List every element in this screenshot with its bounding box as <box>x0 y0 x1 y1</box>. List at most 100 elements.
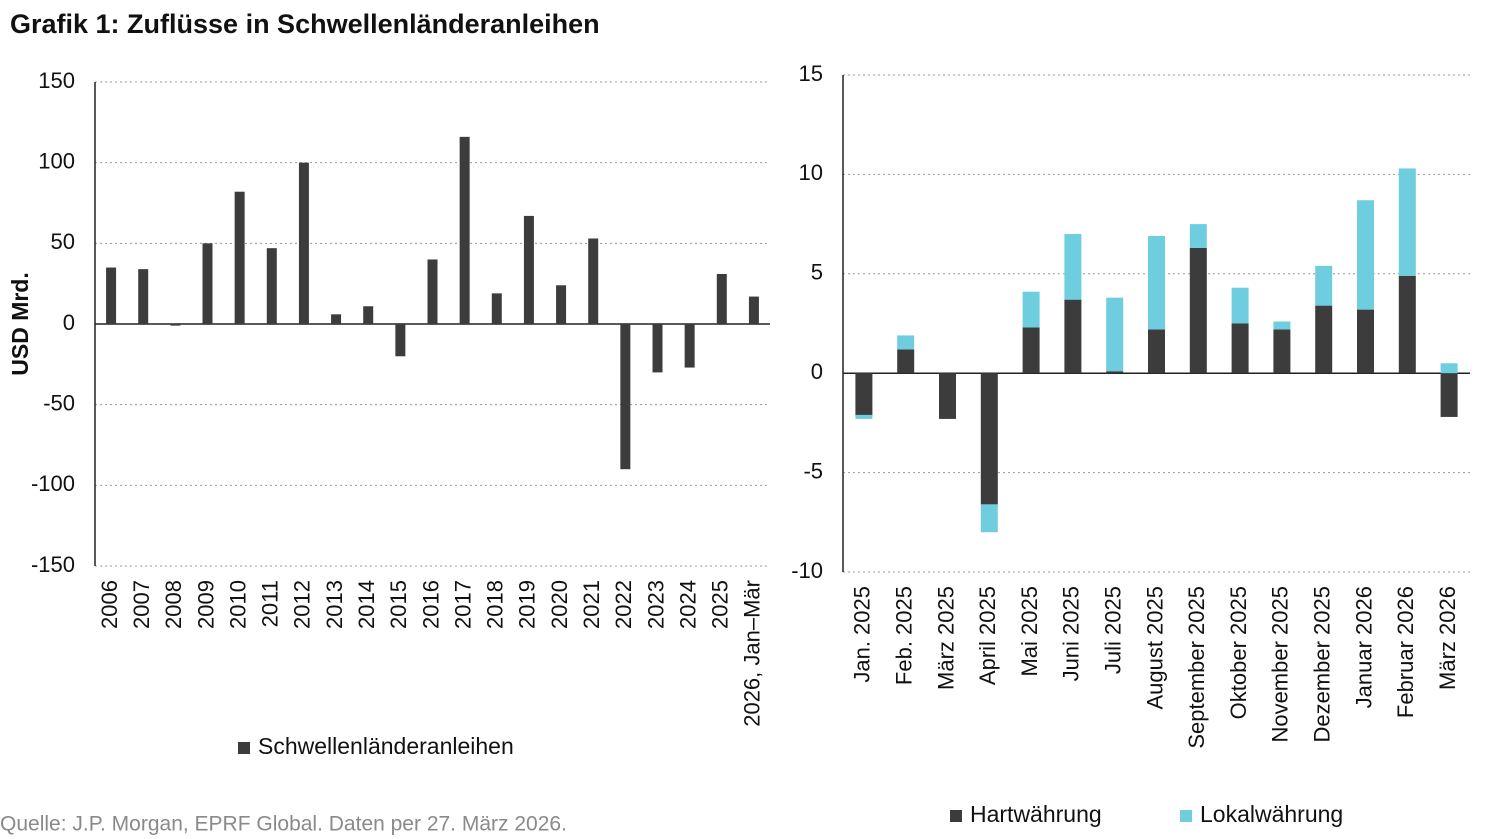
x-tick-label: 2021 <box>579 580 604 629</box>
bar <box>556 285 567 324</box>
x-tick-label: Juni 2025 <box>1059 586 1084 681</box>
x-tick-label: 2011 <box>258 580 283 627</box>
y-tick-label: 100 <box>38 148 75 173</box>
legend-label: Hartwährung <box>970 801 1102 827</box>
x-tick-label: 2022 <box>611 580 636 629</box>
bar-segment <box>1148 329 1165 374</box>
bar-segment <box>855 414 873 419</box>
bar-segment <box>1398 168 1416 276</box>
bar <box>459 136 470 324</box>
bar-segment <box>1064 234 1082 300</box>
bar-segment <box>855 373 873 415</box>
bar-segment <box>1189 224 1207 248</box>
bar <box>684 324 695 368</box>
bar <box>491 293 502 324</box>
bar-segment <box>1440 373 1458 417</box>
bar-segment <box>1231 287 1249 324</box>
x-tick-label: Februar 2026 <box>1393 586 1418 718</box>
bar <box>395 324 406 357</box>
x-tick-label: Mai 2025 <box>1017 586 1042 677</box>
y-tick-label: -50 <box>43 390 75 415</box>
y-tick-label: -5 <box>803 458 823 483</box>
x-tick-label: 2006 <box>97 580 122 629</box>
bar <box>716 273 727 324</box>
bar <box>331 314 342 324</box>
bar <box>234 191 245 324</box>
y-tick-label: 5 <box>811 260 823 285</box>
legend-swatch <box>950 810 962 822</box>
source: Quelle: J.P. Morgan, EPRF Global. Daten … <box>0 813 567 836</box>
x-tick-label: 2018 <box>483 580 508 629</box>
x-tick-label: 2016 <box>418 580 443 629</box>
y-tick-label: -100 <box>31 471 75 496</box>
x-tick-label: März 2025 <box>933 586 958 690</box>
x-tick-label: 2017 <box>450 580 475 629</box>
bar-segment <box>1106 371 1124 374</box>
x-tick-label: 2019 <box>515 580 540 629</box>
bar <box>652 324 663 373</box>
x-tick-label: Jan. 2025 <box>850 586 875 683</box>
x-tick-label: 2024 <box>675 580 700 629</box>
x-tick-label: 2025 <box>708 580 733 629</box>
bar-segment <box>1315 265 1333 306</box>
bar-segment <box>897 335 915 350</box>
x-tick-label: Feb. 2025 <box>892 586 917 685</box>
bar-segment <box>1357 309 1374 374</box>
bar <box>588 238 599 324</box>
x-tick-label: Januar 2026 <box>1351 586 1376 708</box>
y-tick-label: 0 <box>63 310 75 335</box>
title: Grafik 1: Zuflüsse in Schwellenländeranl… <box>10 9 600 39</box>
x-tick-label: März 2026 <box>1435 586 1460 690</box>
x-tick-label: 2010 <box>225 580 250 629</box>
bar-segment <box>1022 327 1040 374</box>
x-tick-label: 2007 <box>129 580 154 629</box>
x-tick-label: 2014 <box>354 580 379 629</box>
x-tick-label: November 2025 <box>1268 586 1293 743</box>
y-tick-label: 150 <box>38 68 75 93</box>
x-tick-label: 2026, Jan–Mär <box>740 580 765 727</box>
x-tick-label: 2009 <box>193 580 218 629</box>
x-tick-label: 2020 <box>547 580 572 629</box>
bar-segment <box>1189 247 1207 374</box>
legend-label: Schwellenländeranleihen <box>258 733 514 759</box>
bar <box>363 306 374 324</box>
bar-segment <box>980 504 998 533</box>
bar <box>620 324 631 470</box>
bar <box>748 296 759 324</box>
x-tick-label: 2015 <box>386 580 411 629</box>
bar-segment <box>1398 275 1416 374</box>
bar-segment <box>1106 297 1124 372</box>
y-tick-label: -150 <box>31 552 75 577</box>
y-tick-label: 0 <box>811 359 823 384</box>
bar <box>427 259 438 324</box>
legend-swatch <box>1180 810 1192 822</box>
x-tick-label: September 2025 <box>1184 586 1209 749</box>
x-tick-label: April 2025 <box>975 586 1000 685</box>
y-tick-label: 15 <box>799 61 823 86</box>
x-tick-label: 2023 <box>643 580 668 629</box>
bar-segment <box>939 373 956 419</box>
bar-segment <box>1148 236 1165 330</box>
bar <box>298 162 309 324</box>
x-tick-label: 2013 <box>322 580 347 629</box>
bar-segment <box>1231 323 1249 374</box>
bar-segment <box>1315 305 1333 374</box>
bar-segment <box>1357 200 1374 310</box>
bar <box>138 269 149 324</box>
bar-segment <box>1273 329 1291 374</box>
x-tick-label: 2008 <box>161 580 186 629</box>
y-tick-label: -10 <box>791 558 823 583</box>
bar <box>170 324 181 326</box>
bar <box>106 267 117 324</box>
bar <box>523 215 534 324</box>
legend-swatch <box>238 742 250 754</box>
bar-segment <box>1440 363 1458 374</box>
bar-segment <box>1273 321 1291 330</box>
y-tick-label: 10 <box>799 160 823 185</box>
bar <box>202 243 213 324</box>
x-tick-label: Juli 2025 <box>1101 586 1126 674</box>
x-tick-label: Dezember 2025 <box>1310 586 1335 743</box>
y-tick-label: 50 <box>51 229 75 254</box>
bar-segment <box>1022 291 1040 328</box>
